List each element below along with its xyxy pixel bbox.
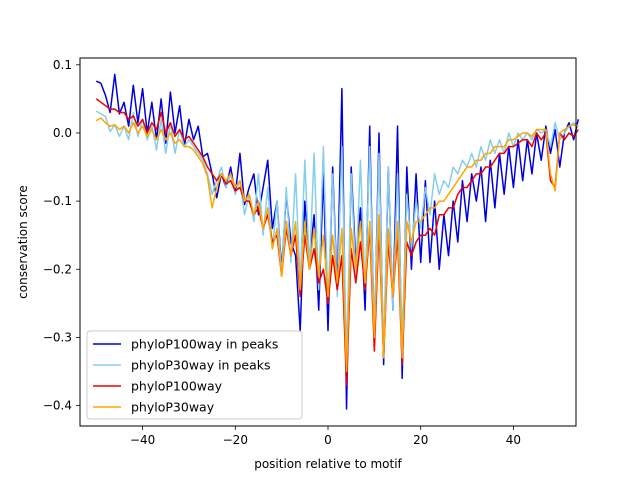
legend-label-0: phyloP100way in peaks: [131, 337, 278, 352]
x-tick-label: 40: [506, 433, 521, 447]
x-tick-label: −40: [130, 433, 155, 447]
y-tick-label: −0.1: [43, 194, 72, 208]
plot-lines: [95, 73, 580, 410]
y-tick-label: 0.0: [53, 126, 72, 140]
legend-frame: [86, 330, 303, 420]
x-axis-label: position relative to motif: [254, 457, 402, 471]
x-tick-label: −20: [223, 433, 248, 447]
series-line-2: [95, 98, 579, 386]
legend-label-2: phyloP100way: [131, 379, 223, 394]
series-line-1: [95, 110, 579, 359]
y-tick-label: −0.3: [43, 330, 72, 344]
y-tick-label: −0.2: [43, 262, 72, 276]
series-line-3: [95, 117, 579, 373]
y-axis-label: conservation score: [16, 185, 30, 299]
x-axis-ticks: −40 −20 0 20 40: [130, 426, 521, 447]
y-tick-label: 0.1: [53, 58, 72, 72]
x-tick-label: 0: [324, 433, 332, 447]
y-axis-ticks: 0.1 0.0 −0.1 −0.2 −0.3 −0.4: [43, 58, 80, 413]
legend: phyloP100way in peaks phyloP30way in peak…: [86, 330, 303, 420]
legend-label-1: phyloP30way in peaks: [131, 358, 270, 373]
y-tick-label: −0.4: [43, 399, 72, 413]
x-tick-label: 20: [413, 433, 428, 447]
legend-label-3: phyloP30way: [131, 400, 215, 415]
